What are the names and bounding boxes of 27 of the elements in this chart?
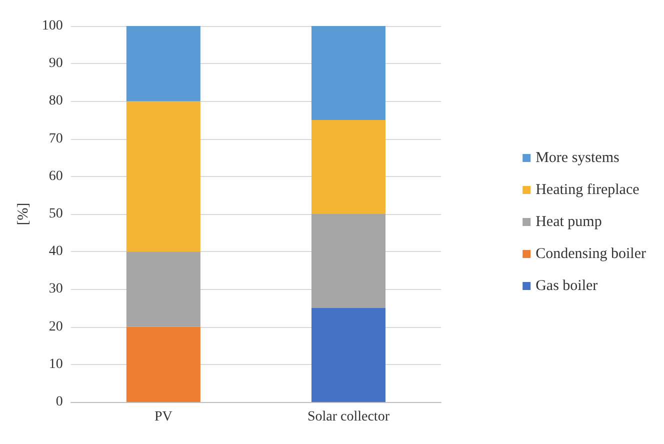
y-tick-label: 70 [48,131,63,146]
y-tick-label: 40 [48,244,63,260]
bar [126,26,200,102]
y-tick-label: 0 [56,394,63,410]
bar [311,214,386,308]
bar [126,252,200,327]
y-axis-title: [%] [16,202,32,226]
bar [126,326,200,402]
y-tick-label: 10 [48,356,63,372]
legend-label: Condensing boiler [536,246,646,262]
y-tick-label: 90 [48,56,63,72]
y-tick-label: 80 [48,94,63,109]
y-tick-label: 50 [48,206,63,222]
legend-label: Heating fireplace [536,182,640,198]
bar [311,308,386,402]
y-tick-label: 100 [42,18,63,34]
bar [311,120,386,214]
bar [311,26,386,120]
y-tick-label: 20 [48,319,63,334]
y-tick-label: 30 [48,282,63,297]
x-tick-label: PV [154,410,172,424]
y-tick-label: 60 [48,168,63,184]
x-tick-label: Solar collector [307,410,390,424]
bar [126,101,200,252]
legend-label: Heat pump [536,214,602,230]
legend-label: Gas boiler [536,278,598,294]
legend-label: More systems [536,150,620,166]
